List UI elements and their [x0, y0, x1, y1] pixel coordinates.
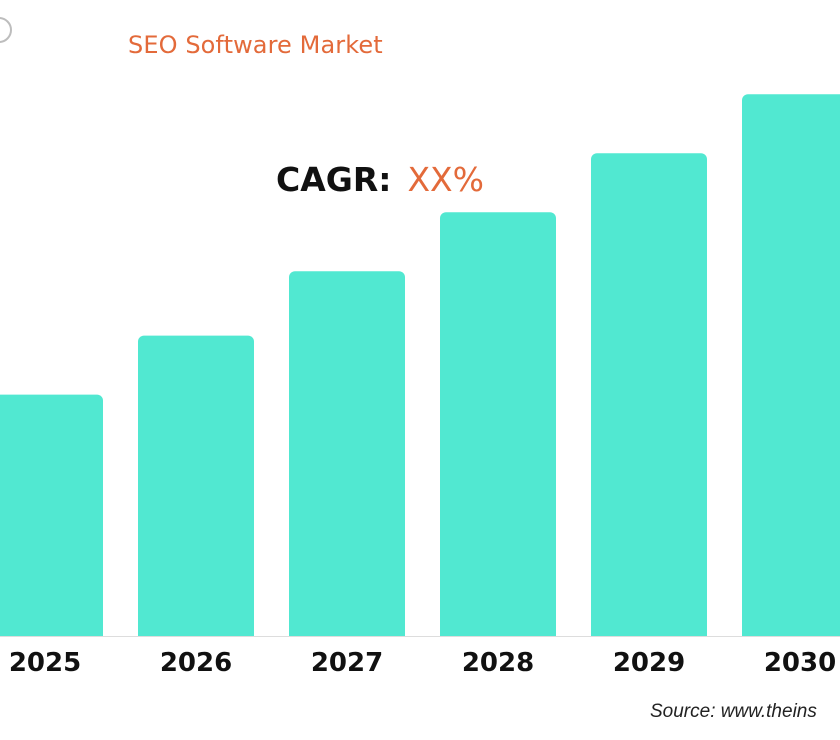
bar-2028 [440, 212, 556, 643]
x-tick-label-2030: 2030 [764, 648, 836, 678]
x-tick-label-2027: 2027 [311, 648, 383, 678]
cagr-label: CAGR: [276, 160, 392, 199]
bar-2026 [138, 335, 254, 642]
chart-title: SEO Software Market [128, 31, 383, 59]
bar-2029 [591, 153, 707, 643]
bar-2027 [289, 271, 405, 642]
baseline-mask [0, 637, 840, 647]
cagr-value: XX% [407, 160, 485, 199]
cagr-annotation: CAGR: XX% [276, 160, 484, 199]
x-tick-label-2029: 2029 [613, 648, 685, 678]
x-tick-label-2025: 2025 [9, 648, 81, 678]
x-tick-label-2028: 2028 [462, 648, 534, 678]
x-tick-label-2026: 2026 [160, 648, 232, 678]
bar-2025 [0, 394, 103, 642]
bar-2030 [742, 94, 840, 642]
source-note: Source: www.theins [650, 701, 817, 722]
